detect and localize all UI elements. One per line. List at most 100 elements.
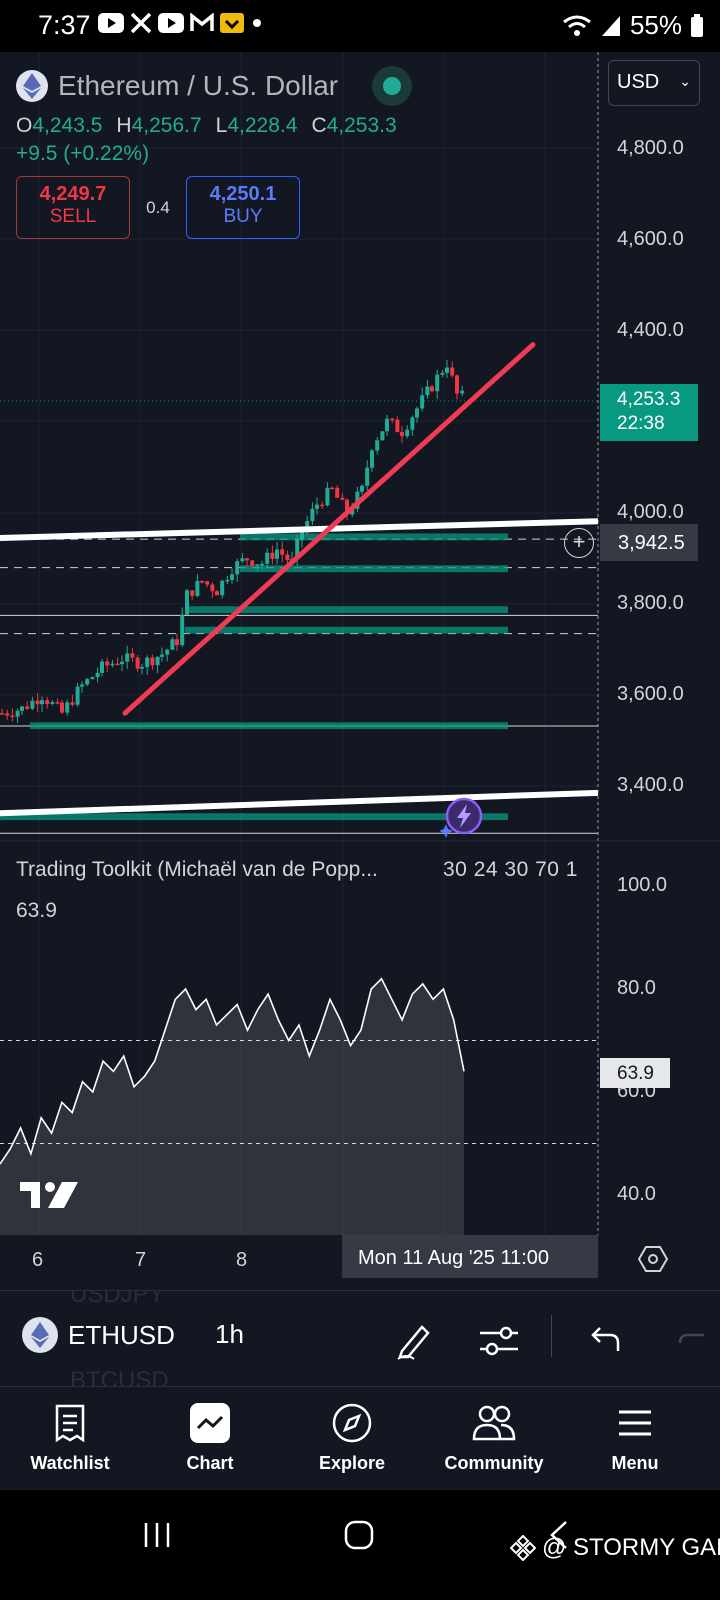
buy-label: BUY [223, 206, 263, 227]
nav-label: Menu [611, 1453, 659, 1473]
candle-body [50, 702, 55, 704]
channel-line [0, 789, 599, 817]
nav-community[interactable]: Community [434, 1401, 554, 1474]
back-icon[interactable] [548, 1520, 570, 1550]
add-alert-button[interactable]: + [564, 528, 594, 558]
currency-select[interactable]: USD ⌄ [608, 60, 700, 106]
candle-body [395, 419, 400, 433]
channel-line [0, 518, 599, 542]
indicators-sliders-icon[interactable] [478, 1321, 520, 1361]
chart-settings-icon[interactable] [638, 1245, 668, 1273]
candle-body [80, 684, 84, 687]
candle-body [70, 702, 75, 705]
candle-body [230, 574, 234, 580]
time-axis[interactable]: 6 7 8 [0, 1235, 720, 1282]
channel-lines [0, 518, 599, 817]
low-value: 4,228.4 [227, 114, 298, 137]
nav-label: Chart [186, 1453, 234, 1473]
lightning-icon[interactable] [440, 796, 484, 840]
candle-body [170, 639, 175, 650]
ohlc-values: O4,243.5 H4,256.7 L4,228.4 C4,253.3 [16, 114, 397, 137]
candle-body [10, 715, 15, 718]
sell-label: SELL [49, 206, 97, 227]
chevron-down-icon: ⌄ [679, 73, 691, 89]
nav-label: Explore [318, 1453, 386, 1473]
market-open-icon[interactable] [372, 66, 413, 106]
candle-body [445, 367, 449, 373]
chart-area[interactable]: Ethereum / U.S. Dollar O4,243.5 H4,256.7… [0, 52, 720, 1290]
candle-body [455, 375, 459, 394]
candle-body [175, 639, 179, 646]
redo-icon[interactable] [678, 1321, 710, 1357]
currency-value: USD [617, 71, 660, 93]
indicator-axis-label: 80.0 [617, 977, 656, 999]
candle-body [280, 549, 285, 555]
ghost-symbol: BTCUSD [70, 1367, 169, 1386]
price-axis-label: 3,800.0 [617, 592, 684, 614]
candle-body [125, 653, 130, 662]
candle-body [350, 508, 355, 515]
candle-body [260, 563, 264, 566]
demand-zone [240, 565, 508, 573]
nav-chart[interactable]: Chart [150, 1401, 270, 1474]
nav-explore[interactable]: Explore [292, 1401, 412, 1474]
undo-icon[interactable] [588, 1321, 620, 1357]
candlestick-series [0, 359, 465, 723]
candle-body [150, 657, 155, 666]
buy-price: 4,250.1 [209, 183, 277, 205]
indicator-title[interactable]: Trading Toolkit (Michaël van de Popp... [16, 858, 378, 881]
indicator-value: 63.9 [16, 899, 57, 922]
status-time: 7:37 [38, 10, 91, 40]
candle-body [205, 581, 210, 585]
drawing-pencil-icon[interactable] [394, 1321, 434, 1361]
buy-button[interactable]: 4,250.1 BUY [186, 176, 300, 239]
candle-body [220, 580, 225, 596]
community-icon [472, 1405, 516, 1441]
symbol-header: Ethereum / U.S. Dollar O4,243.5 H4,256.7… [16, 66, 413, 239]
candle-body [90, 677, 95, 680]
candle-body [340, 497, 345, 500]
candle-body [215, 591, 219, 596]
candle-body [25, 706, 30, 709]
bottom-navigation: Watchlist Chart Explore Community [0, 1386, 720, 1490]
demand-zone [240, 533, 508, 541]
interval-selector[interactable]: 1h [215, 1319, 244, 1349]
candle-body [160, 654, 164, 657]
candle-body [130, 653, 135, 658]
candle-body [105, 661, 110, 666]
candle-body [20, 706, 24, 711]
dot-icon [253, 19, 261, 27]
candle-body [335, 487, 340, 498]
sell-button[interactable]: 4,249.7 SELL [16, 176, 130, 239]
candle-body [265, 552, 270, 564]
recent-apps-icon[interactable] [142, 1520, 172, 1550]
candle-body [190, 590, 195, 596]
nav-menu[interactable]: Menu [575, 1401, 695, 1474]
nav-watchlist[interactable]: Watchlist [10, 1401, 130, 1474]
candle-body [275, 549, 279, 559]
chart-grid [0, 52, 720, 1235]
candle-body [370, 450, 374, 468]
spread-value: 0.4 [146, 197, 170, 217]
candle-body [360, 485, 364, 492]
indicator-pane [0, 977, 598, 1235]
watermark-text: @ STORMY GAL [542, 1534, 720, 1561]
symbol-selector[interactable]: ETHUSD [22, 1317, 175, 1353]
candle-body [365, 467, 370, 486]
candle-body [250, 560, 255, 566]
candle-body [75, 686, 80, 705]
ethereum-icon [16, 70, 48, 102]
candle-body [235, 561, 240, 575]
candle-body [415, 408, 419, 418]
price-chart[interactable] [0, 52, 720, 1290]
status-bar: 7:37 55% [0, 0, 720, 52]
candle-body [55, 702, 60, 704]
demand-zone [185, 606, 508, 614]
symbol-title[interactable]: Ethereum / U.S. Dollar [58, 70, 339, 101]
home-icon[interactable] [344, 1520, 374, 1550]
candle-body [200, 580, 204, 583]
horizontal-levels [0, 538, 598, 834]
candle-body [375, 440, 380, 451]
candle-body [435, 374, 440, 392]
candle-body [145, 657, 150, 668]
